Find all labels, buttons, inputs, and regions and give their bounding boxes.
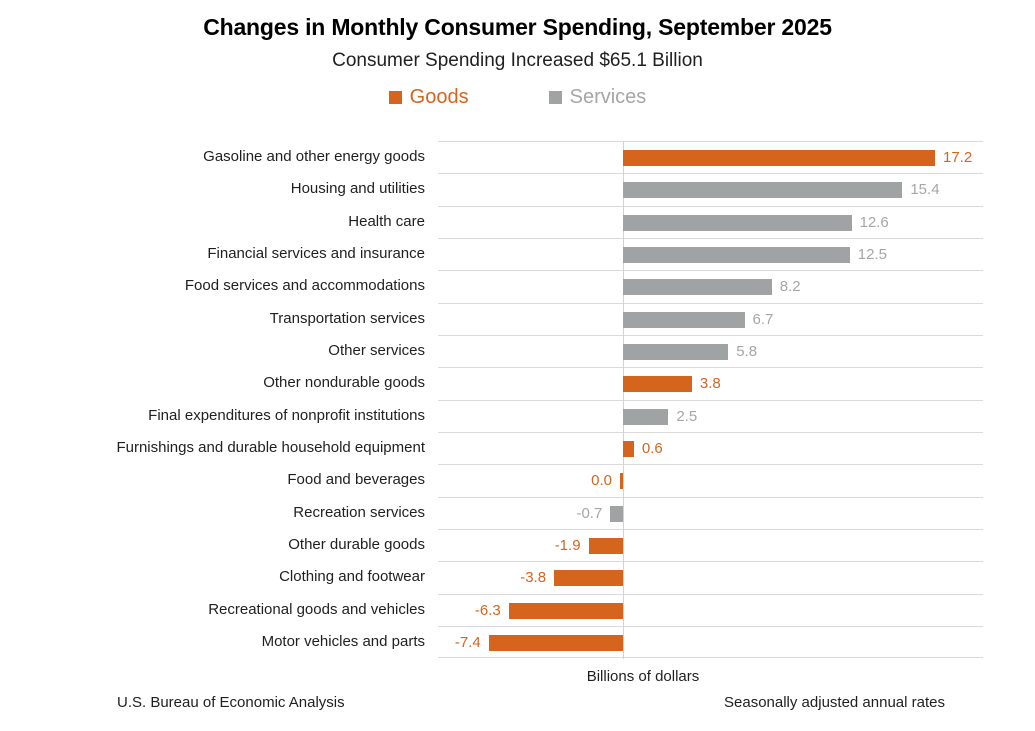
value-label: 0.0 <box>591 472 612 490</box>
value-label: -7.4 <box>454 633 481 651</box>
goods-bar <box>554 570 623 587</box>
zero-axis-line <box>623 141 624 659</box>
services-bar <box>623 214 852 231</box>
value-label: 3.8 <box>699 375 721 393</box>
chart-row: Transportation services 6.7 <box>0 302 983 335</box>
plot-cell: 5.8 <box>438 334 983 367</box>
x-axis-title: Billions of dollars <box>586 668 700 685</box>
chart-row: Final expenditures of nonprofit institut… <box>0 399 983 432</box>
value-label: 17.2 <box>943 149 973 166</box>
category-label: Final expenditures of nonprofit institut… <box>148 406 425 424</box>
category-label: Other nondurable goods <box>263 374 425 392</box>
value-label: 6.7 <box>752 310 774 328</box>
plot-cell: -6.3 <box>438 593 983 626</box>
value-label: -1.9 <box>554 536 581 554</box>
chart-row: Motor vehicles and parts -7.4 <box>0 625 983 659</box>
category-label: Other services <box>328 341 425 359</box>
goods-bar <box>623 150 935 166</box>
plot-cell: 8.2 <box>438 270 983 302</box>
plot-cell: 12.5 <box>438 237 983 270</box>
value-label: 12.6 <box>859 213 889 231</box>
plot-cell: -1.9 <box>438 528 983 561</box>
services-bar <box>623 408 669 425</box>
chart-row: Other nondurable goods 3.8 <box>0 367 983 399</box>
plot-cell: 2.5 <box>438 399 983 432</box>
legend-label: Goods <box>409 86 469 108</box>
services-bar <box>623 182 903 199</box>
category-label: Health care <box>348 212 425 230</box>
plot-cell: 17.2 <box>438 141 983 173</box>
chart-row: Health care 12.6 <box>0 205 983 238</box>
note-text: Seasonally adjusted annual rates <box>724 694 945 711</box>
legend-item-services: Services <box>548 86 647 109</box>
legend-swatch-icon <box>388 91 402 104</box>
category-label: Housing and utilities <box>290 180 425 198</box>
goods-bar <box>488 634 623 651</box>
chart-row: Gasoline and other energy goods 17.2 <box>0 141 983 173</box>
category-label: Food services and accommodations <box>184 277 425 295</box>
chart-row: Other services 5.8 <box>0 334 983 367</box>
plot-cell: -3.8 <box>438 561 983 593</box>
value-label: 12.5 <box>857 245 887 263</box>
chart-row: Food services and accommodations 8.2 <box>0 270 983 302</box>
plot-cell: 0.0 <box>438 464 983 496</box>
goods-bar <box>620 473 623 490</box>
plot-cell: 6.7 <box>438 302 983 335</box>
chart-row: Clothing and footwear -3.8 <box>0 561 983 593</box>
value-label: -6.3 <box>474 601 501 619</box>
plot-cell: 0.6 <box>438 431 983 464</box>
plot-cell: -0.7 <box>438 496 983 529</box>
bar-chart: Gasoline and other energy goods 17.2 Housi… <box>0 141 983 659</box>
chart-subtitle: Consumer Spending Increased $65.1 Billio… <box>332 50 703 71</box>
value-label: 5.8 <box>736 342 758 360</box>
chart-row: Housing and utilities 15.4 <box>0 173 983 205</box>
chart-row: Recreational goods and vehicles -6.3 <box>0 593 983 626</box>
plot-cell: 3.8 <box>438 367 983 399</box>
category-label: Clothing and footwear <box>279 568 425 586</box>
category-label: Gasoline and other energy goods <box>203 148 425 165</box>
chart-legend: Goods Services <box>0 86 1035 109</box>
chart-row: Food and beverages 0.0 <box>0 464 983 496</box>
category-label: Motor vehicles and parts <box>261 632 425 650</box>
plot-cell: -7.4 <box>438 625 983 659</box>
value-label: 0.6 <box>641 439 663 457</box>
services-bar <box>623 246 850 263</box>
chart-row: Furnishings and durable household equipm… <box>0 431 983 464</box>
category-label: Food and beverages <box>287 471 425 489</box>
goods-bar <box>623 376 692 393</box>
services-bar <box>623 279 772 296</box>
value-label: 8.2 <box>779 278 801 296</box>
category-label: Other durable goods <box>288 535 425 553</box>
legend-label: Services <box>569 86 647 108</box>
category-label: Furnishings and durable household equipm… <box>116 438 425 456</box>
chart-row: Other durable goods -1.9 <box>0 528 983 561</box>
chart-rows: Gasoline and other energy goods 17.2 Housi… <box>0 141 983 659</box>
goods-bar <box>588 537 623 554</box>
category-label: Recreation services <box>293 503 425 521</box>
plot-cell: 15.4 <box>438 173 983 205</box>
value-label: 15.4 <box>910 181 940 199</box>
category-label: Transportation services <box>269 309 425 327</box>
category-label: Recreational goods and vehicles <box>208 600 425 618</box>
source-text: U.S. Bureau of Economic Analysis <box>117 694 345 711</box>
legend-swatch-icon <box>548 91 562 104</box>
value-label: -3.8 <box>520 569 547 587</box>
value-label: -0.7 <box>576 504 603 522</box>
services-bar <box>610 505 623 522</box>
legend-item-goods: Goods <box>388 86 469 109</box>
chart-row: Recreation services -0.7 <box>0 496 983 529</box>
goods-bar <box>623 440 634 457</box>
chart-title: Changes in Monthly Consumer Spending, Se… <box>203 14 832 40</box>
chart-row: Financial services and insurance 12.5 <box>0 237 983 270</box>
goods-bar <box>508 602 623 619</box>
plot-cell: 12.6 <box>438 205 983 238</box>
category-label: Financial services and insurance <box>207 244 425 262</box>
services-bar <box>623 343 729 360</box>
value-label: 2.5 <box>676 407 698 425</box>
services-bar <box>623 311 745 328</box>
